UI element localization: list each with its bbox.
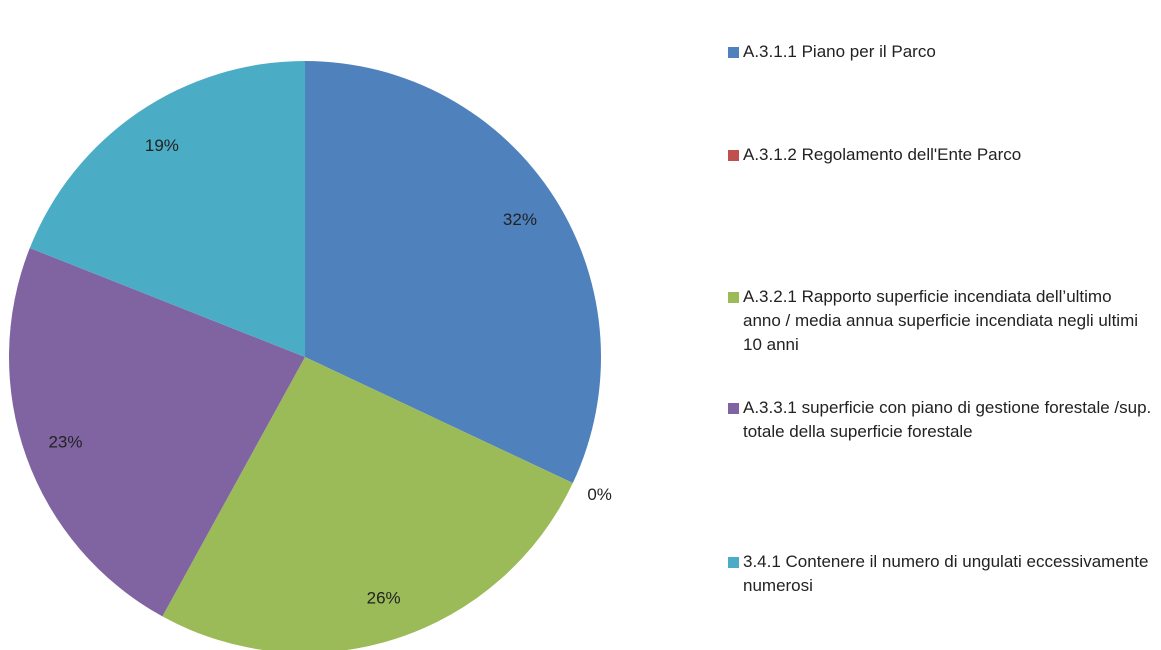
slice-label: 32%: [503, 210, 537, 229]
slice-label: 19%: [145, 136, 179, 155]
legend-swatch: [728, 403, 739, 414]
slice-label: 0%: [587, 485, 612, 504]
legend-label: A.3.2.1 Rapporto superficie incendiata d…: [743, 287, 1139, 354]
legend-label: 3.4.1 Contenere il numero di ungulati ec…: [743, 552, 1149, 595]
legend-entry: A.3.3.1 superficie con piano di gestione…: [728, 396, 1153, 444]
legend-swatch: [728, 47, 739, 58]
pie-slice: [305, 61, 601, 484]
legend-swatch: [728, 150, 739, 161]
legend-label: A.3.1.1 Piano per il Parco: [743, 42, 936, 61]
legend-swatch: [728, 292, 739, 303]
legend-entry: 3.4.1 Contenere il numero di ungulati ec…: [728, 550, 1153, 598]
legend-entry: A.3.2.1 Rapporto superficie incendiata d…: [728, 285, 1153, 357]
legend-label: A.3.1.2 Regolamento dell'Ente Parco: [743, 145, 1022, 164]
pie-slice: [162, 357, 573, 650]
slice-label: 26%: [367, 589, 401, 608]
pie-slice: [8, 248, 306, 617]
pie-slice: [29, 61, 305, 357]
slice-label: 23%: [48, 433, 82, 452]
legend-label: A.3.3.1 superficie con piano di gestione…: [743, 398, 1152, 441]
legend-entry: A.3.1.2 Regolamento dell'Ente Parco: [728, 143, 1153, 167]
legend-swatch: [728, 557, 739, 568]
legend-entry: A.3.1.1 Piano per il Parco: [728, 40, 1153, 64]
